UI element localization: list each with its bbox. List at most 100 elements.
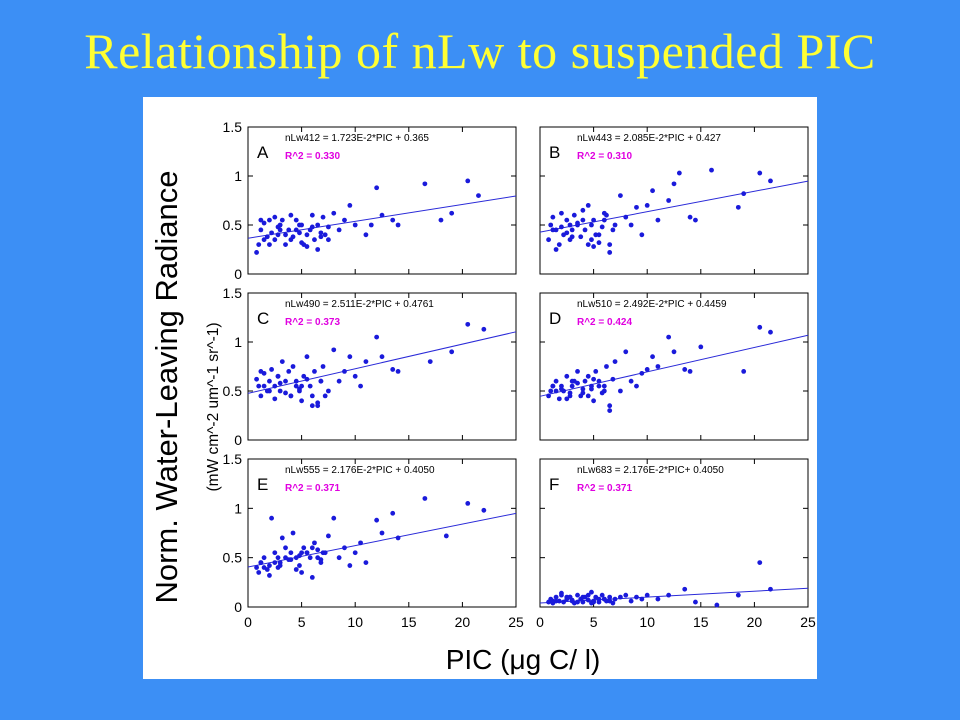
panel-letter: C <box>257 309 269 328</box>
data-point <box>768 329 773 335</box>
data-point <box>379 212 385 218</box>
data-point <box>307 383 313 389</box>
data-point <box>374 185 380 191</box>
data-point <box>589 222 594 228</box>
regression-line <box>539 180 809 233</box>
data-point <box>682 367 688 372</box>
data-point <box>279 535 285 541</box>
data-point <box>304 376 310 382</box>
data-point <box>297 230 302 236</box>
data-point <box>601 388 607 394</box>
data-point <box>655 217 661 223</box>
data-point <box>297 388 302 394</box>
data-point <box>283 378 288 384</box>
data-point <box>275 232 281 238</box>
data-point <box>374 334 380 340</box>
y-tick-label: 1 <box>234 168 242 184</box>
data-point <box>315 400 321 406</box>
data-point <box>347 203 353 208</box>
data-point <box>561 599 566 605</box>
data-point <box>757 324 763 330</box>
data-point <box>556 396 562 402</box>
data-point <box>293 217 299 223</box>
y-tick-label: 0.5 <box>223 383 243 399</box>
data-point <box>553 388 559 394</box>
data-point <box>283 555 288 561</box>
data-point <box>309 575 315 580</box>
data-point <box>553 378 559 384</box>
data-point <box>368 222 374 228</box>
data-point <box>283 232 288 238</box>
data-point <box>693 599 698 605</box>
y-tick-label: 0 <box>234 266 242 282</box>
data-point <box>290 364 296 369</box>
data-point <box>283 242 288 248</box>
data-point <box>277 380 283 386</box>
data-point <box>476 193 481 198</box>
data-point <box>293 227 299 233</box>
data-point <box>297 222 302 228</box>
data-point <box>580 207 586 213</box>
data-point <box>550 598 556 604</box>
data-point <box>307 555 313 561</box>
data-point <box>261 237 267 243</box>
x-tick-label: 10 <box>639 614 655 630</box>
panel-frame <box>539 292 809 441</box>
x-tick-label: 15 <box>401 614 417 630</box>
data-point <box>272 396 278 402</box>
data-point <box>422 496 428 501</box>
y-axis-label-main: Norm. Water-Leaving Radiance <box>149 170 184 603</box>
data-point <box>612 222 618 228</box>
data-point <box>261 555 267 561</box>
data-point <box>336 227 342 233</box>
data-point <box>449 349 455 355</box>
data-point <box>358 540 363 546</box>
data-point <box>618 594 623 600</box>
y-tick-label: 1.5 <box>223 285 243 301</box>
data-point <box>290 234 296 240</box>
data-point <box>256 570 262 575</box>
data-point <box>569 383 575 389</box>
data-point <box>283 390 288 396</box>
y-tick-label: 1.5 <box>223 119 243 135</box>
data-point <box>275 555 281 561</box>
data-point <box>326 533 331 539</box>
panel-letter: A <box>257 143 269 162</box>
data-point <box>623 349 629 355</box>
data-point <box>604 364 609 369</box>
data-point <box>768 586 773 592</box>
data-point <box>315 222 321 228</box>
data-point <box>596 232 602 238</box>
data-point <box>550 383 556 389</box>
data-point <box>585 373 591 379</box>
data-point <box>309 393 315 399</box>
data-point <box>634 204 639 210</box>
data-point <box>757 170 763 176</box>
data-point <box>676 170 682 176</box>
panel-frame <box>247 458 517 608</box>
data-point <box>639 596 645 602</box>
data-point <box>465 321 471 327</box>
data-point <box>634 383 639 389</box>
data-point <box>559 386 564 392</box>
data-point <box>322 232 328 238</box>
data-point <box>309 224 315 230</box>
data-point <box>293 567 299 572</box>
data-point <box>304 232 310 238</box>
data-point <box>628 598 634 604</box>
data-point <box>258 393 264 399</box>
data-point <box>258 560 264 565</box>
data-point <box>556 242 562 248</box>
data-point <box>322 393 328 399</box>
data-point <box>331 210 337 216</box>
data-point <box>596 596 602 602</box>
data-point <box>580 386 586 392</box>
data-point <box>277 227 283 233</box>
data-point <box>277 222 283 228</box>
data-point <box>299 240 304 246</box>
data-point <box>709 167 714 173</box>
regression-line <box>247 331 517 394</box>
data-point <box>569 234 575 240</box>
